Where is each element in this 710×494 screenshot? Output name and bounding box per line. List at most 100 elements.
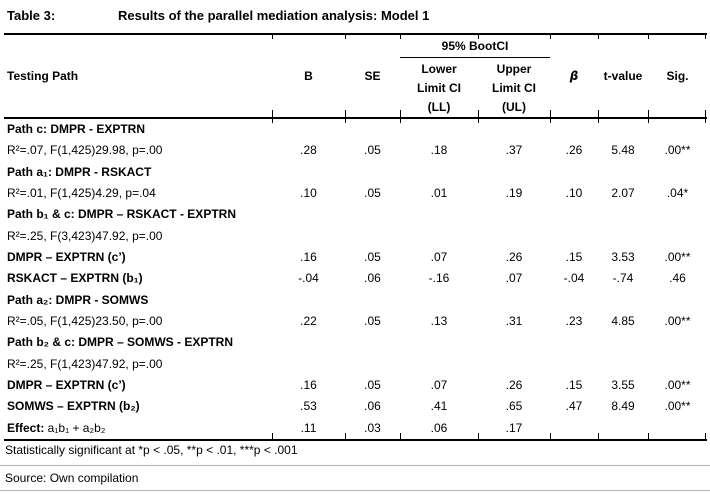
cell-testing-path: Effect: a₁b₁ + a₂b₂ — [4, 418, 272, 439]
cell-b — [272, 119, 345, 140]
column-tick — [648, 35, 649, 39]
cell-testing-path: RSKACT – EXPTRN (b₁) — [4, 268, 272, 289]
cell-lower-limit: .06 — [430, 420, 448, 435]
cell-b — [272, 290, 345, 311]
cell-se — [345, 119, 400, 140]
cell-se: .05 — [364, 377, 381, 392]
row-label: R²=.07, F(1,425)29.98, p=.00 — [7, 143, 163, 158]
cell-lower-limit — [400, 162, 478, 183]
cell-beta: .15 — [565, 377, 583, 392]
cell-se — [345, 290, 400, 311]
cell-t-value: 3.55 — [611, 377, 635, 392]
row-label: R²=.25, F(3,423)47.92, p=.00 — [7, 228, 163, 243]
column-tick — [598, 119, 599, 123]
header-lower-limit: Lower Limit CI (LL) — [417, 62, 461, 114]
cell-lower-limit — [400, 119, 478, 140]
cell-sig — [648, 290, 707, 311]
cell-t-value — [598, 354, 648, 375]
column-tick — [598, 110, 599, 117]
table-row: R²=.25, F(1,423)47.92, p=.00 — [4, 354, 707, 375]
cell-lower-limit: .18 — [430, 143, 448, 158]
cell-beta: .47 — [565, 399, 583, 414]
header-bootci: 95% BootCI — [400, 35, 550, 58]
cell-upper-limit — [478, 204, 550, 225]
cell-b: .11 — [300, 420, 317, 435]
column-tick — [705, 110, 706, 117]
cell-testing-path: R²=.25, F(1,423)47.92, p=.00 — [4, 354, 272, 375]
cell-lower-limit — [400, 290, 478, 311]
cell-lower-limit: -.16 — [428, 271, 450, 286]
column-tick — [648, 110, 649, 117]
cell-t-value — [598, 290, 648, 311]
column-tick — [345, 35, 346, 39]
column-tick — [345, 119, 346, 123]
cell-t-value: -.74 — [612, 271, 634, 286]
cell-se: .05 — [364, 313, 381, 328]
bootci-subheaders: Lower Limit CI (LL) Upper Limit CI (UL) — [400, 58, 550, 117]
cell-upper-limit — [478, 354, 550, 375]
cell-lower-limit: .13 — [430, 313, 448, 328]
row-label-bold: SOMWS – EXPTRN (b₂) — [7, 399, 140, 414]
cell-t-value: 2.07 — [611, 185, 635, 200]
cell-testing-path: R²=.25, F(3,423)47.92, p=.00 — [4, 226, 272, 247]
cell-sig: .00** — [664, 249, 691, 264]
cell-testing-path: SOMWS – EXPTRN (b₂) — [4, 396, 272, 417]
column-tick — [345, 433, 346, 439]
table-row: R²=.01, F(1,425)4.29, p=.04 .10 .05 .01 … — [4, 183, 707, 204]
table-row: Path c: DMPR - EXPTRN — [4, 119, 707, 140]
cell-se: .05 — [364, 143, 381, 158]
column-tick — [400, 35, 401, 39]
row-label-bold: Path b₂ & c: DMPR – SOMWS - EXPTRN — [7, 335, 234, 350]
cell-sig: .00** — [664, 377, 691, 392]
table-row: SOMWS – EXPTRN (b₂) .53 .06 .41 .65 .47 … — [4, 396, 707, 417]
cell-sig: .46 — [669, 271, 686, 286]
divider — [0, 490, 710, 491]
header-testing-path: Testing Path — [7, 69, 79, 83]
cell-b — [272, 204, 345, 225]
cell-sig — [648, 332, 707, 353]
column-tick — [478, 433, 479, 439]
cell-lower-limit: .07 — [430, 249, 448, 264]
column-tick — [400, 119, 401, 123]
cell-upper-limit: .17 — [505, 420, 523, 435]
header-beta: β — [569, 69, 579, 83]
table-title: Table 3: Results of the parallel mediatio… — [7, 8, 429, 23]
cell-t-value — [598, 162, 648, 183]
table-header-row: Testing Path B SE 95% BootCI Lower Limit… — [4, 35, 707, 119]
header-upper-limit: Upper Limit CI (UL) — [492, 62, 536, 114]
cell-t-value — [598, 332, 648, 353]
cell-upper-limit: .19 — [505, 185, 523, 200]
table-row: Path b₂ & c: DMPR – SOMWS - EXPTRN — [4, 332, 707, 353]
cell-lower-limit — [400, 204, 478, 225]
cell-t-value: 4.85 — [611, 313, 635, 328]
column-tick — [550, 433, 551, 439]
cell-b: .53 — [300, 399, 317, 414]
cell-upper-limit: .65 — [505, 399, 523, 414]
cell-upper-limit — [478, 162, 550, 183]
cell-testing-path: R²=.07, F(1,425)29.98, p=.00 — [4, 140, 272, 161]
cell-upper-limit — [478, 226, 550, 247]
cell-t-value — [598, 119, 648, 140]
cell-se — [345, 354, 400, 375]
row-label: a₁b₁ + a₂b₂ — [44, 420, 106, 435]
row-label-bold: Effect: — [7, 420, 45, 435]
table-row: R²=.07, F(1,425)29.98, p=.00 .28 .05 .18… — [4, 140, 707, 161]
cell-lower-limit — [400, 354, 478, 375]
cell-b — [272, 354, 345, 375]
column-tick — [272, 119, 273, 123]
cell-b: .16 — [300, 249, 317, 264]
cell-sig: .04* — [666, 185, 689, 200]
row-label: R²=.01, F(1,425)4.29, p=.04 — [7, 185, 156, 200]
cell-beta — [550, 290, 598, 311]
cell-lower-limit: .41 — [430, 399, 448, 414]
row-label-bold: Path a₁: DMPR - RSKACT — [7, 164, 152, 179]
cell-b — [272, 162, 345, 183]
cell-sig — [648, 162, 707, 183]
cell-beta — [550, 162, 598, 183]
cell-beta: .10 — [565, 185, 583, 200]
column-tick — [478, 35, 479, 39]
table-row: DMPR – EXPTRN (c’) .16 .05 .07 .26 .15 3… — [4, 375, 707, 396]
cell-b: .28 — [300, 143, 317, 158]
column-tick — [345, 110, 346, 117]
